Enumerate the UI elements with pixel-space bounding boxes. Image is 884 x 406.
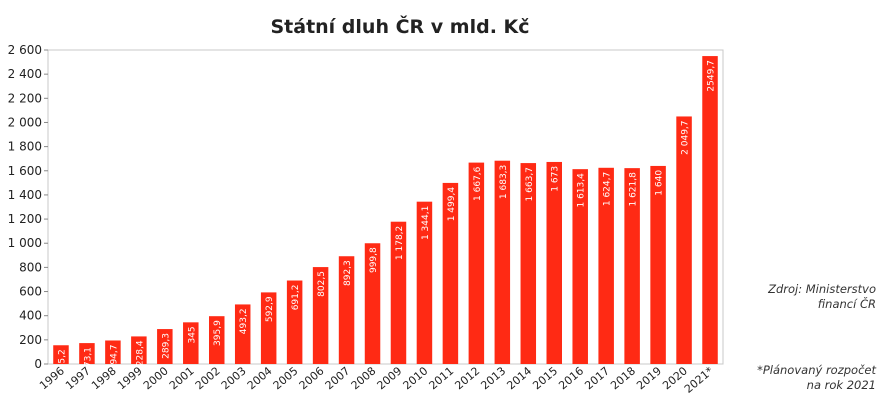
bar bbox=[312, 267, 329, 364]
bar bbox=[79, 343, 95, 364]
bar-value-label: 1 673 bbox=[551, 166, 561, 192]
x-tick-label: 2006 bbox=[297, 364, 327, 392]
bar-value-label: 2 049,7 bbox=[681, 120, 691, 154]
bar bbox=[676, 116, 692, 364]
x-tick-label: 2008 bbox=[349, 364, 379, 392]
bar-value-label: 1 499,4 bbox=[447, 187, 457, 222]
bar bbox=[416, 201, 433, 364]
bar-value-label: 1 613,4 bbox=[577, 173, 587, 208]
bar bbox=[338, 256, 355, 364]
x-tick-label: 2012 bbox=[452, 364, 482, 392]
x-tick-label: 2019 bbox=[634, 364, 664, 392]
bar-value-label: 1 640 bbox=[655, 170, 665, 196]
bar bbox=[468, 162, 485, 364]
bar-value-label: 228,4 bbox=[135, 340, 145, 366]
y-tick-label: 0 bbox=[34, 357, 42, 371]
source-note-line-1: Zdroj: Ministerstvo bbox=[768, 282, 876, 296]
x-tick-label: 2001 bbox=[167, 364, 197, 392]
bar bbox=[546, 161, 562, 364]
bar bbox=[183, 322, 199, 364]
bar bbox=[520, 163, 537, 364]
bar-value-label: 395,9 bbox=[213, 320, 223, 346]
y-tick-label: 600 bbox=[19, 285, 42, 299]
x-tick-label: 2015 bbox=[530, 364, 560, 392]
bar bbox=[209, 316, 225, 364]
bar bbox=[624, 168, 640, 364]
bar-value-label: 802,5 bbox=[317, 271, 327, 297]
x-tick-label: 2010 bbox=[401, 364, 431, 392]
bar-value-label: 1 663,7 bbox=[525, 167, 535, 201]
bar-value-label: 289,3 bbox=[161, 333, 171, 359]
y-tick-label: 200 bbox=[19, 333, 42, 347]
x-tick-label: 2009 bbox=[375, 364, 405, 392]
x-tick-label: 2017 bbox=[582, 364, 612, 392]
plot-frame bbox=[47, 49, 724, 365]
bar-value-label: 1 667,6 bbox=[473, 166, 483, 201]
y-tick-label: 1 200 bbox=[8, 212, 42, 226]
bar bbox=[494, 160, 511, 364]
x-tick-label: 2000 bbox=[141, 364, 171, 392]
bar-value-label: 1 624,7 bbox=[603, 172, 613, 206]
bar-value-label: 2549,7 bbox=[707, 60, 717, 92]
chart-title: Státní dluh ČR v mld. Kč bbox=[270, 16, 530, 38]
footnote-line-2: na rok 2021 bbox=[806, 378, 876, 392]
y-tick-label: 2 000 bbox=[8, 115, 42, 129]
bar bbox=[390, 221, 407, 364]
bar-value-label: 1 683,3 bbox=[499, 165, 509, 199]
bar-value-label: 1 178,2 bbox=[395, 226, 405, 260]
plot-area: 0 200 400 600 800 1 000 1 200 1 400 1 600 1 800 2 … bbox=[8, 43, 724, 396]
bar-value-label: 194,7 bbox=[109, 344, 119, 370]
bar bbox=[131, 336, 147, 364]
x-tick-label: 2021* bbox=[682, 364, 716, 396]
bar bbox=[650, 165, 666, 364]
x-tick-label: 2013 bbox=[478, 364, 508, 392]
x-tick-label: 2011 bbox=[427, 364, 457, 392]
x-tick-label: 2018 bbox=[608, 364, 638, 392]
x-tick-label: 2003 bbox=[219, 364, 249, 392]
y-tick-label: 1 400 bbox=[8, 188, 42, 202]
bar bbox=[105, 340, 121, 364]
x-tick-label: 2005 bbox=[271, 364, 301, 392]
y-tick-label: 1 800 bbox=[8, 140, 42, 154]
y-tick-label: 800 bbox=[19, 260, 42, 274]
bar bbox=[702, 56, 718, 364]
bar bbox=[598, 167, 614, 364]
y-tick-label: 2 600 bbox=[8, 43, 42, 57]
bar-value-label: 691,2 bbox=[291, 285, 301, 311]
bar bbox=[286, 280, 303, 364]
x-tick-label: 2007 bbox=[323, 364, 353, 392]
bar bbox=[260, 292, 277, 364]
bar-value-label: 173,1 bbox=[83, 347, 93, 373]
footnote-line-1: *Plánovaný rozpočet bbox=[757, 363, 876, 377]
y-tick-label: 1 000 bbox=[8, 236, 42, 250]
source-note-line-2: financí ČR bbox=[817, 297, 876, 311]
bar-value-label: 155,2 bbox=[57, 349, 67, 375]
x-tick-label: 2014 bbox=[504, 364, 534, 392]
x-tick-label: 2016 bbox=[556, 364, 586, 392]
bar-value-label: 999,8 bbox=[369, 247, 379, 273]
y-tick-label: 2 200 bbox=[8, 91, 42, 105]
bar bbox=[364, 243, 381, 364]
bar bbox=[234, 304, 251, 364]
x-tick-label: 2004 bbox=[245, 364, 275, 392]
footnote: *Plánovaný rozpočet na rok 2021 bbox=[757, 363, 876, 393]
source-note: Zdroj: Ministerstvo financí ČR bbox=[768, 282, 876, 312]
y-tick-label: 2 400 bbox=[8, 67, 42, 81]
bar-value-label: 493,2 bbox=[239, 308, 249, 334]
bar bbox=[442, 182, 459, 364]
y-tick-label: 1 600 bbox=[8, 164, 42, 178]
bar-value-label: 592,9 bbox=[265, 296, 275, 322]
x-tick-label: 2002 bbox=[193, 364, 223, 392]
bar bbox=[157, 329, 173, 364]
bar-value-label: 1 621,8 bbox=[629, 172, 639, 207]
bar bbox=[572, 169, 588, 364]
bar-value-label: 345 bbox=[187, 326, 197, 343]
x-tick-label: 1999 bbox=[115, 364, 145, 392]
bar bbox=[53, 345, 69, 364]
y-tick-label: 400 bbox=[19, 309, 42, 323]
bar-value-label: 892,3 bbox=[343, 260, 353, 286]
bar-value-label: 1 344,1 bbox=[421, 206, 431, 240]
